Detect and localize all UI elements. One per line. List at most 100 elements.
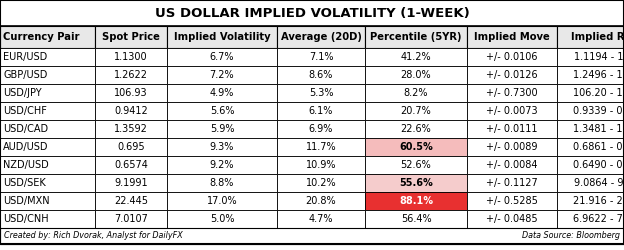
Bar [467,156,557,174]
Text: 0.695: 0.695 [117,142,145,152]
Bar [467,66,557,84]
Bar [167,26,277,48]
Bar [557,156,624,174]
Text: 17.0%: 17.0% [207,196,237,206]
Text: Implied Volatility: Implied Volatility [173,32,270,42]
Text: Percentile (5YR): Percentile (5YR) [370,32,462,42]
Bar [167,210,277,228]
Text: 28.0%: 28.0% [401,70,431,80]
Bar [365,174,467,192]
Text: 6.9%: 6.9% [309,124,333,134]
Bar [365,66,467,84]
Text: 9.3%: 9.3% [210,142,234,152]
Bar [277,48,365,66]
Text: +/- 0.0084: +/- 0.0084 [486,160,538,170]
Text: 5.0%: 5.0% [210,214,234,224]
Bar [557,26,624,48]
Text: 10.2%: 10.2% [306,178,336,188]
Bar [167,102,277,120]
Bar [0,156,95,174]
Text: USD/JPY: USD/JPY [3,88,42,98]
Text: Implied Range: Implied Range [572,32,624,42]
Text: 6.1%: 6.1% [309,106,333,116]
Text: 0.6574: 0.6574 [114,160,148,170]
Bar [467,26,557,48]
Bar [467,84,557,102]
Text: 55.6%: 55.6% [399,178,433,188]
Text: 0.6490 - 0.6658: 0.6490 - 0.6658 [573,160,624,170]
Text: USD/CNH: USD/CNH [3,214,49,224]
Bar [467,138,557,156]
Bar [95,48,167,66]
Bar [277,210,365,228]
Bar [167,120,277,138]
Bar [167,48,277,66]
Bar [0,84,95,102]
Text: USD/CAD: USD/CAD [3,124,48,134]
Text: US DOLLAR IMPLIED VOLATILITY (1-WEEK): US DOLLAR IMPLIED VOLATILITY (1-WEEK) [155,6,469,20]
Bar [365,26,467,48]
Bar [0,174,95,192]
Bar [0,26,95,48]
Bar [467,174,557,192]
Bar [95,84,167,102]
Text: 11.7%: 11.7% [306,142,336,152]
Bar [0,192,95,210]
Text: Average (20D): Average (20D) [281,32,361,42]
Text: 1.2496 - 1.2748: 1.2496 - 1.2748 [573,70,624,80]
Text: 1.1300: 1.1300 [114,52,148,62]
Text: 8.8%: 8.8% [210,178,234,188]
Bar [0,48,95,66]
Bar [467,192,557,210]
Text: Data Source: Bloomberg: Data Source: Bloomberg [522,232,620,240]
Bar [0,138,95,156]
Bar [95,156,167,174]
Bar [365,138,467,156]
Bar [557,192,624,210]
Bar [167,66,277,84]
Bar [365,120,467,138]
Bar [95,26,167,48]
Text: 106.93: 106.93 [114,88,148,98]
Text: +/- 0.0106: +/- 0.0106 [486,52,538,62]
Text: USD/CHF: USD/CHF [3,106,47,116]
Text: EUR/USD: EUR/USD [3,52,47,62]
Bar [277,102,365,120]
Text: +/- 0.1127: +/- 0.1127 [486,178,538,188]
Text: USD/SEK: USD/SEK [3,178,46,188]
Bar [365,48,467,66]
Bar [277,174,365,192]
Text: +/- 0.5285: +/- 0.5285 [486,196,538,206]
Text: 9.2%: 9.2% [210,160,234,170]
Bar [0,120,95,138]
Text: +/- 0.0126: +/- 0.0126 [486,70,538,80]
Bar [277,156,365,174]
Bar [467,102,557,120]
Text: 6.9622 - 7.0592: 6.9622 - 7.0592 [573,214,624,224]
Bar [95,210,167,228]
Bar [0,228,624,244]
Text: 88.1%: 88.1% [399,196,433,206]
Bar [277,120,365,138]
Text: 5.9%: 5.9% [210,124,234,134]
Bar [167,84,277,102]
Text: +/- 0.0111: +/- 0.0111 [486,124,538,134]
Bar [95,120,167,138]
Text: 0.9339 - 0.9485: 0.9339 - 0.9485 [573,106,624,116]
Text: 1.2622: 1.2622 [114,70,148,80]
Bar [365,210,467,228]
Bar [277,192,365,210]
Bar [95,174,167,192]
Text: 4.9%: 4.9% [210,88,234,98]
Text: AUD/USD: AUD/USD [3,142,49,152]
Bar [0,0,624,26]
Text: 4.7%: 4.7% [309,214,333,224]
Text: 1.3481 - 1.3703: 1.3481 - 1.3703 [573,124,624,134]
Bar [557,120,624,138]
Text: 0.9412: 0.9412 [114,106,148,116]
Text: 8.2%: 8.2% [404,88,428,98]
Text: 56.4%: 56.4% [401,214,431,224]
Text: 5.3%: 5.3% [309,88,333,98]
Text: 41.2%: 41.2% [401,52,431,62]
Bar [365,102,467,120]
